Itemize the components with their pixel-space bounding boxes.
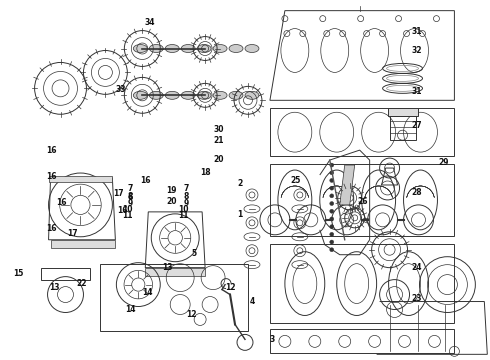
Text: 11: 11	[122, 211, 133, 220]
Text: 4: 4	[250, 297, 255, 306]
Text: 12: 12	[225, 283, 236, 292]
Text: 33: 33	[116, 85, 126, 94]
Text: 6: 6	[127, 193, 133, 202]
Text: 34: 34	[145, 18, 155, 27]
Text: 16: 16	[117, 206, 128, 215]
Text: 16: 16	[47, 224, 57, 233]
Text: 31: 31	[411, 86, 421, 95]
Text: 10: 10	[122, 205, 133, 214]
Text: 12: 12	[186, 310, 197, 319]
Text: 13: 13	[49, 283, 59, 292]
Circle shape	[330, 225, 334, 229]
Text: 22: 22	[76, 279, 87, 288]
Text: 18: 18	[200, 168, 211, 177]
Text: 7: 7	[183, 184, 189, 193]
Polygon shape	[145, 268, 205, 276]
Text: 3: 3	[269, 335, 274, 344]
Circle shape	[330, 240, 334, 244]
Text: 10: 10	[178, 205, 189, 214]
Text: 11: 11	[178, 211, 189, 220]
Text: 20: 20	[213, 155, 224, 164]
Text: 28: 28	[411, 188, 422, 197]
Circle shape	[330, 232, 334, 236]
Ellipse shape	[197, 91, 211, 99]
Bar	[100, 264, 248, 332]
Text: 5: 5	[191, 249, 196, 258]
Text: 1: 1	[237, 210, 243, 219]
Circle shape	[330, 171, 334, 175]
Text: 16: 16	[47, 172, 57, 181]
Text: 23: 23	[411, 294, 421, 303]
Circle shape	[330, 163, 334, 167]
Circle shape	[330, 202, 334, 206]
Text: 17: 17	[67, 229, 77, 238]
Ellipse shape	[245, 91, 259, 99]
Text: 14: 14	[142, 288, 152, 297]
Polygon shape	[388, 108, 417, 116]
Text: 29: 29	[438, 158, 448, 167]
Circle shape	[330, 248, 334, 252]
Circle shape	[330, 209, 334, 213]
Ellipse shape	[165, 45, 179, 53]
Text: 16: 16	[56, 198, 67, 207]
Text: 32: 32	[411, 46, 421, 55]
Text: 15: 15	[13, 269, 24, 278]
Ellipse shape	[133, 91, 147, 99]
Text: 8: 8	[127, 192, 133, 201]
Circle shape	[330, 186, 334, 190]
Text: 25: 25	[291, 176, 301, 185]
Ellipse shape	[197, 45, 211, 53]
Polygon shape	[340, 165, 355, 205]
Ellipse shape	[229, 45, 243, 53]
Circle shape	[330, 194, 334, 198]
Text: 30: 30	[213, 125, 224, 134]
Text: 7: 7	[127, 184, 133, 193]
Text: 16: 16	[140, 176, 150, 185]
Ellipse shape	[181, 91, 195, 99]
Text: 27: 27	[411, 121, 422, 130]
Text: 17: 17	[113, 189, 123, 198]
Text: 31: 31	[411, 27, 421, 36]
Ellipse shape	[149, 45, 163, 53]
Text: 9: 9	[127, 199, 133, 208]
Text: 13: 13	[162, 264, 172, 273]
Text: 8: 8	[183, 192, 189, 201]
Polygon shape	[49, 176, 112, 182]
Ellipse shape	[181, 45, 195, 53]
Ellipse shape	[229, 91, 243, 99]
Text: 9: 9	[184, 199, 189, 208]
Circle shape	[330, 179, 334, 183]
Text: 21: 21	[213, 136, 224, 145]
Text: 2: 2	[237, 179, 243, 188]
Ellipse shape	[149, 91, 163, 99]
Text: 24: 24	[411, 264, 421, 273]
Ellipse shape	[133, 45, 147, 53]
Ellipse shape	[165, 91, 179, 99]
Ellipse shape	[245, 45, 259, 53]
Text: 20: 20	[166, 197, 176, 206]
Text: 16: 16	[47, 146, 57, 155]
Circle shape	[330, 217, 334, 221]
Text: 26: 26	[357, 197, 368, 206]
Text: 19: 19	[166, 186, 176, 195]
Text: 14: 14	[125, 305, 135, 314]
Ellipse shape	[213, 91, 227, 99]
Ellipse shape	[213, 45, 227, 53]
Polygon shape	[50, 240, 115, 248]
